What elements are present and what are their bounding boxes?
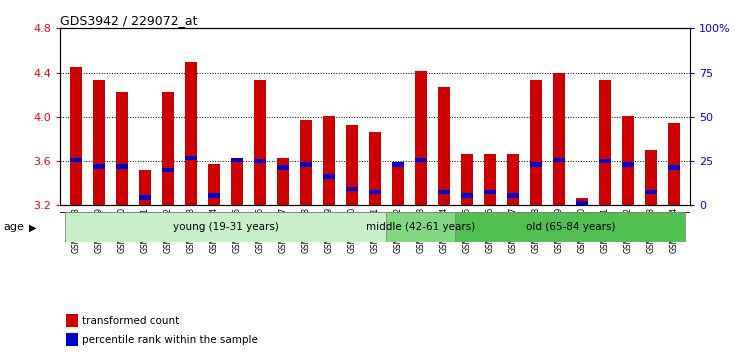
Bar: [386, 212, 455, 242]
Bar: [346, 125, 358, 205]
Bar: [598, 159, 611, 163]
Bar: [231, 158, 243, 162]
Bar: [644, 190, 657, 194]
Text: young (19-31 years): young (19-31 years): [172, 222, 278, 233]
Bar: [369, 132, 381, 205]
Bar: [184, 62, 197, 205]
Bar: [93, 80, 106, 205]
Bar: [507, 193, 519, 198]
Bar: [438, 190, 450, 194]
Bar: [300, 162, 312, 167]
Bar: [438, 87, 450, 205]
Bar: [162, 92, 175, 205]
Bar: [392, 163, 404, 205]
Bar: [392, 162, 404, 167]
Bar: [553, 73, 566, 205]
Bar: [455, 212, 686, 242]
Text: middle (42-61 years): middle (42-61 years): [366, 222, 476, 233]
Text: ▶: ▶: [28, 222, 36, 232]
Bar: [369, 190, 381, 194]
Text: GDS3942 / 229072_at: GDS3942 / 229072_at: [60, 14, 197, 27]
Bar: [184, 155, 197, 160]
Bar: [139, 195, 152, 200]
Bar: [116, 164, 128, 169]
Bar: [277, 165, 290, 170]
Bar: [622, 162, 634, 167]
Bar: [346, 187, 358, 191]
Bar: [66, 314, 78, 327]
Bar: [231, 159, 243, 205]
Bar: [530, 80, 542, 205]
Bar: [208, 164, 220, 205]
Bar: [644, 150, 657, 205]
Bar: [530, 162, 542, 167]
Bar: [668, 165, 680, 170]
Text: transformed count: transformed count: [82, 316, 179, 326]
Bar: [507, 154, 519, 205]
Bar: [254, 159, 266, 163]
Bar: [66, 333, 78, 346]
Bar: [93, 164, 106, 169]
Bar: [322, 116, 335, 205]
Bar: [64, 212, 386, 242]
Bar: [277, 158, 290, 205]
Bar: [322, 174, 335, 179]
Bar: [460, 193, 473, 198]
Bar: [208, 193, 220, 198]
Bar: [70, 67, 82, 205]
Bar: [553, 158, 566, 162]
Bar: [668, 124, 680, 205]
Bar: [254, 80, 266, 205]
Bar: [575, 201, 588, 205]
Bar: [484, 190, 496, 194]
Text: age: age: [4, 222, 25, 232]
Bar: [162, 168, 175, 172]
Bar: [139, 170, 152, 205]
Bar: [415, 158, 428, 162]
Bar: [116, 92, 128, 205]
Bar: [70, 158, 82, 162]
Bar: [460, 154, 473, 205]
Bar: [300, 120, 312, 205]
Bar: [484, 154, 496, 205]
Bar: [415, 72, 428, 205]
Bar: [622, 116, 634, 205]
Bar: [575, 198, 588, 205]
Text: percentile rank within the sample: percentile rank within the sample: [82, 335, 258, 345]
Text: old (65-84 years): old (65-84 years): [526, 222, 615, 233]
Bar: [598, 80, 611, 205]
